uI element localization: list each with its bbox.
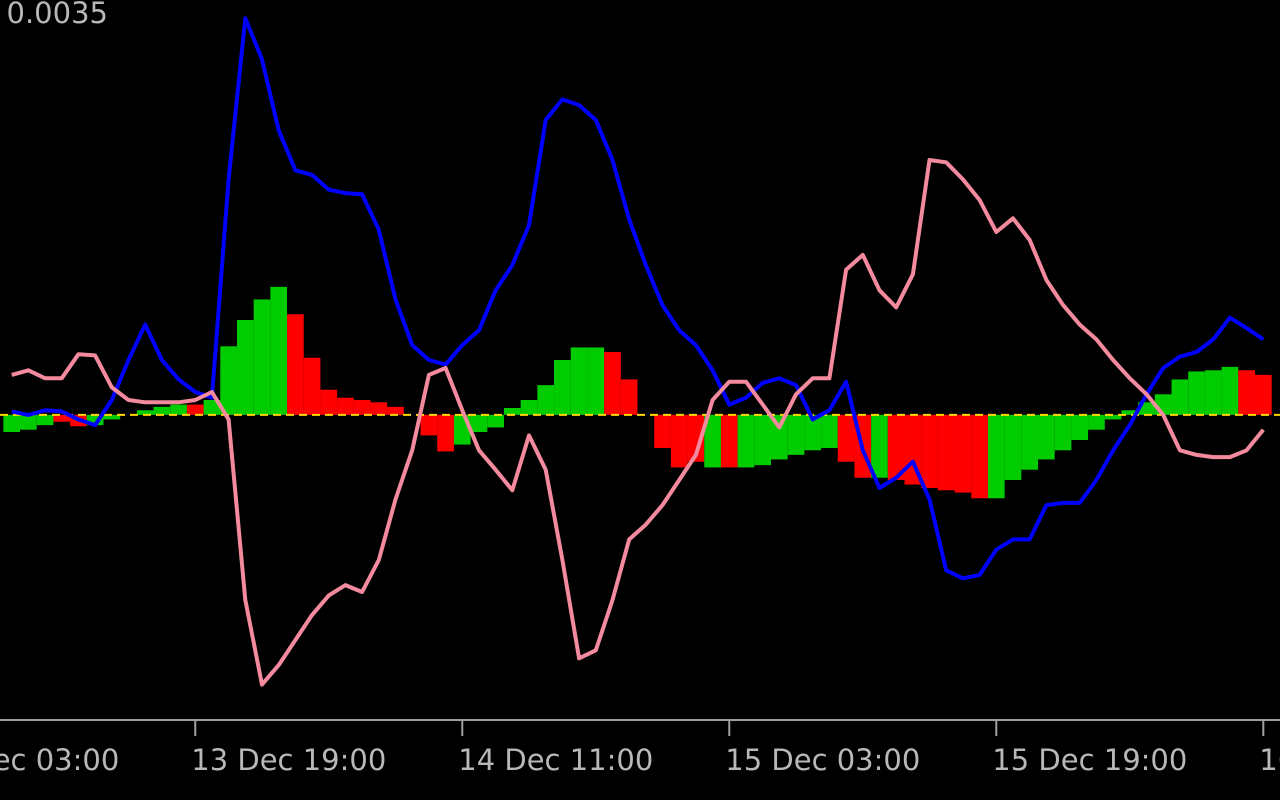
histogram-bar (1088, 414, 1105, 430)
histogram-bar (470, 414, 488, 432)
histogram-bar (253, 299, 271, 415)
histogram-bar (53, 414, 71, 422)
histogram-bar (303, 357, 321, 415)
histogram-bar (1021, 414, 1039, 470)
histogram-bar (737, 414, 755, 468)
x-tick-label: 16 Dec 11:00 (1259, 743, 1280, 777)
x-tick-label: 14 Dec 11:00 (458, 743, 653, 777)
histogram-bar (654, 414, 671, 448)
histogram-bar (103, 414, 121, 420)
histogram-bar (420, 414, 438, 436)
histogram-bar (387, 406, 404, 415)
histogram-bar (821, 414, 838, 448)
histogram-bar (1054, 414, 1072, 451)
histogram-bar (1171, 379, 1189, 415)
histogram-bar (1104, 414, 1122, 420)
x-tick-label: 15 Dec 19:00 (992, 743, 1187, 777)
histogram-bar (987, 414, 1005, 499)
histogram-bar (570, 347, 588, 415)
histogram-bar (20, 414, 37, 430)
histogram-bar (804, 414, 822, 451)
histogram-bar (1188, 371, 1205, 415)
histogram-bar (720, 414, 738, 468)
histogram-bar (1254, 374, 1272, 415)
histogram-bar (487, 414, 504, 428)
histogram-bar (1004, 414, 1022, 480)
histogram-bar (971, 414, 988, 499)
histogram-bar (86, 414, 104, 426)
histogram-bar (754, 414, 772, 466)
histogram-bar (503, 408, 521, 415)
histogram-bar (670, 414, 688, 468)
histogram-bar (787, 414, 805, 455)
y-tick-label: 0.0035 (7, 0, 108, 30)
histogram-bar (437, 414, 454, 452)
histogram-bar (1121, 410, 1139, 415)
histogram-bar (320, 389, 338, 415)
indicator-line (11, 16, 1265, 581)
histogram-bar (921, 414, 938, 488)
histogram-bar (203, 400, 221, 415)
histogram-bar (153, 406, 171, 415)
histogram-bar (554, 360, 571, 415)
histogram-bar (704, 414, 721, 468)
histogram-bar (954, 414, 972, 493)
histogram-bar (186, 404, 204, 415)
histogram-bar (36, 414, 54, 426)
histogram-bar (1238, 370, 1255, 415)
histogram-bar (353, 400, 371, 415)
histogram-bar (1221, 366, 1239, 415)
histogram-bar (370, 402, 388, 415)
histogram-bar (1038, 414, 1055, 460)
histogram-bar (620, 379, 638, 415)
histogram-bar (3, 414, 21, 432)
histogram-bar (1071, 414, 1089, 440)
histogram-bar (136, 410, 154, 415)
histogram-bar (1204, 370, 1222, 415)
histogram-bar (887, 414, 905, 480)
indicator-line (11, 158, 1265, 687)
histogram-bar (287, 314, 304, 415)
x-tick-label: 13 Dec 19:00 (191, 743, 386, 777)
histogram-bar (236, 320, 254, 415)
histogram-bar (837, 414, 855, 462)
histogram-bar (520, 400, 538, 415)
histogram-bar (587, 347, 605, 415)
histogram-bar (871, 414, 888, 478)
histogram-bar (170, 404, 187, 415)
histogram-bar (337, 397, 354, 415)
x-tick-label: 13 Dec 03:00 (0, 743, 119, 777)
histogram-bar (537, 385, 555, 415)
histogram-bar (771, 414, 788, 460)
histogram-bar (270, 286, 288, 415)
histogram-bar (687, 414, 705, 462)
histogram-bar (220, 346, 237, 415)
x-tick-label: 15 Dec 03:00 (725, 743, 920, 777)
histogram-bar (604, 352, 621, 415)
histogram-bar (937, 414, 955, 491)
